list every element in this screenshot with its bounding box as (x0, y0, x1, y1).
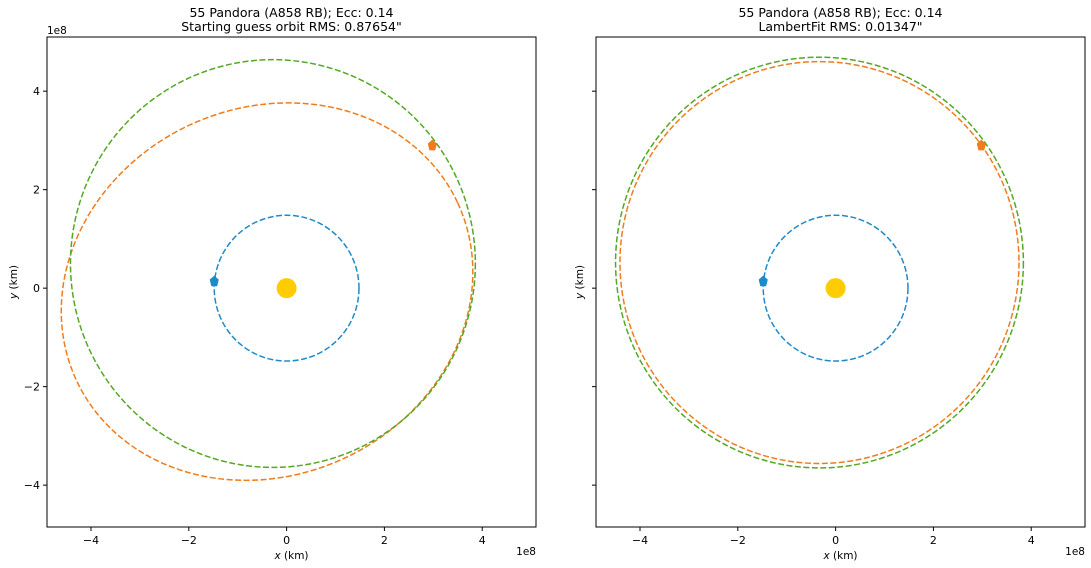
asteroid-orbit-line (619, 60, 1020, 465)
fitted-orbit-line (69, 58, 477, 469)
left-orbit-plot: 55 Pandora (A858 RB); Ecc: 0.14Starting … (8, 5, 537, 562)
x-tick-label: −2 (730, 534, 746, 547)
orbit-group (614, 56, 1025, 469)
y-tick-label: −2 (24, 381, 40, 394)
chart-subtitle: LambertFit RMS: 0.01347" (758, 19, 922, 34)
y-axis-label: y (km) (8, 265, 20, 300)
right-orbit-plot: 55 Pandora (A858 RB); Ecc: 0.14LambertFi… (574, 5, 1086, 562)
x-tick-label: 4 (479, 534, 486, 547)
chart-title: 55 Pandora (A858 RB); Ecc: 0.14 (738, 5, 942, 20)
earth-orbit-line (213, 214, 360, 362)
earth-orbit-line (762, 214, 909, 362)
x-tick-label: −4 (632, 534, 648, 547)
x-tick-label: 0 (283, 534, 290, 547)
x-tick-label: 2 (930, 534, 937, 547)
y-tick-label: 0 (33, 282, 40, 295)
earth-position-marker (758, 275, 768, 287)
sun-marker (825, 278, 846, 299)
chart-subtitle: Starting guess orbit RMS: 0.87654" (181, 19, 401, 34)
chart-title: 55 Pandora (A858 RB); Ecc: 0.14 (189, 5, 393, 20)
y-tick-label: 4 (33, 85, 40, 98)
x-tick-label: 4 (1028, 534, 1035, 547)
x-axis-offset: 1e8 (516, 546, 536, 558)
orbit-group (60, 58, 477, 482)
plot-frame (595, 36, 1086, 528)
x-tick-label: −4 (83, 534, 99, 547)
x-axis-label: x (km) (822, 550, 857, 562)
y-axis-offset: 1e8 (47, 25, 67, 37)
x-axis-label: x (km) (273, 550, 308, 562)
asteroid-position-marker (976, 139, 986, 151)
x-tick-label: −2 (181, 534, 197, 547)
x-tick-label: 2 (381, 534, 388, 547)
x-tick-label: 0 (832, 534, 839, 547)
fitted-orbit-line (614, 56, 1025, 469)
plot-frame (46, 36, 537, 528)
y-tick-label: −4 (24, 479, 40, 492)
y-axis-label: y (km) (574, 265, 586, 300)
y-tick-label: 2 (33, 184, 40, 197)
asteroid-orbit-line (60, 102, 474, 482)
x-axis-offset: 1e8 (1065, 546, 1085, 558)
asteroid-position-marker (427, 139, 437, 151)
earth-position-marker (209, 275, 219, 287)
sun-marker (276, 278, 297, 299)
